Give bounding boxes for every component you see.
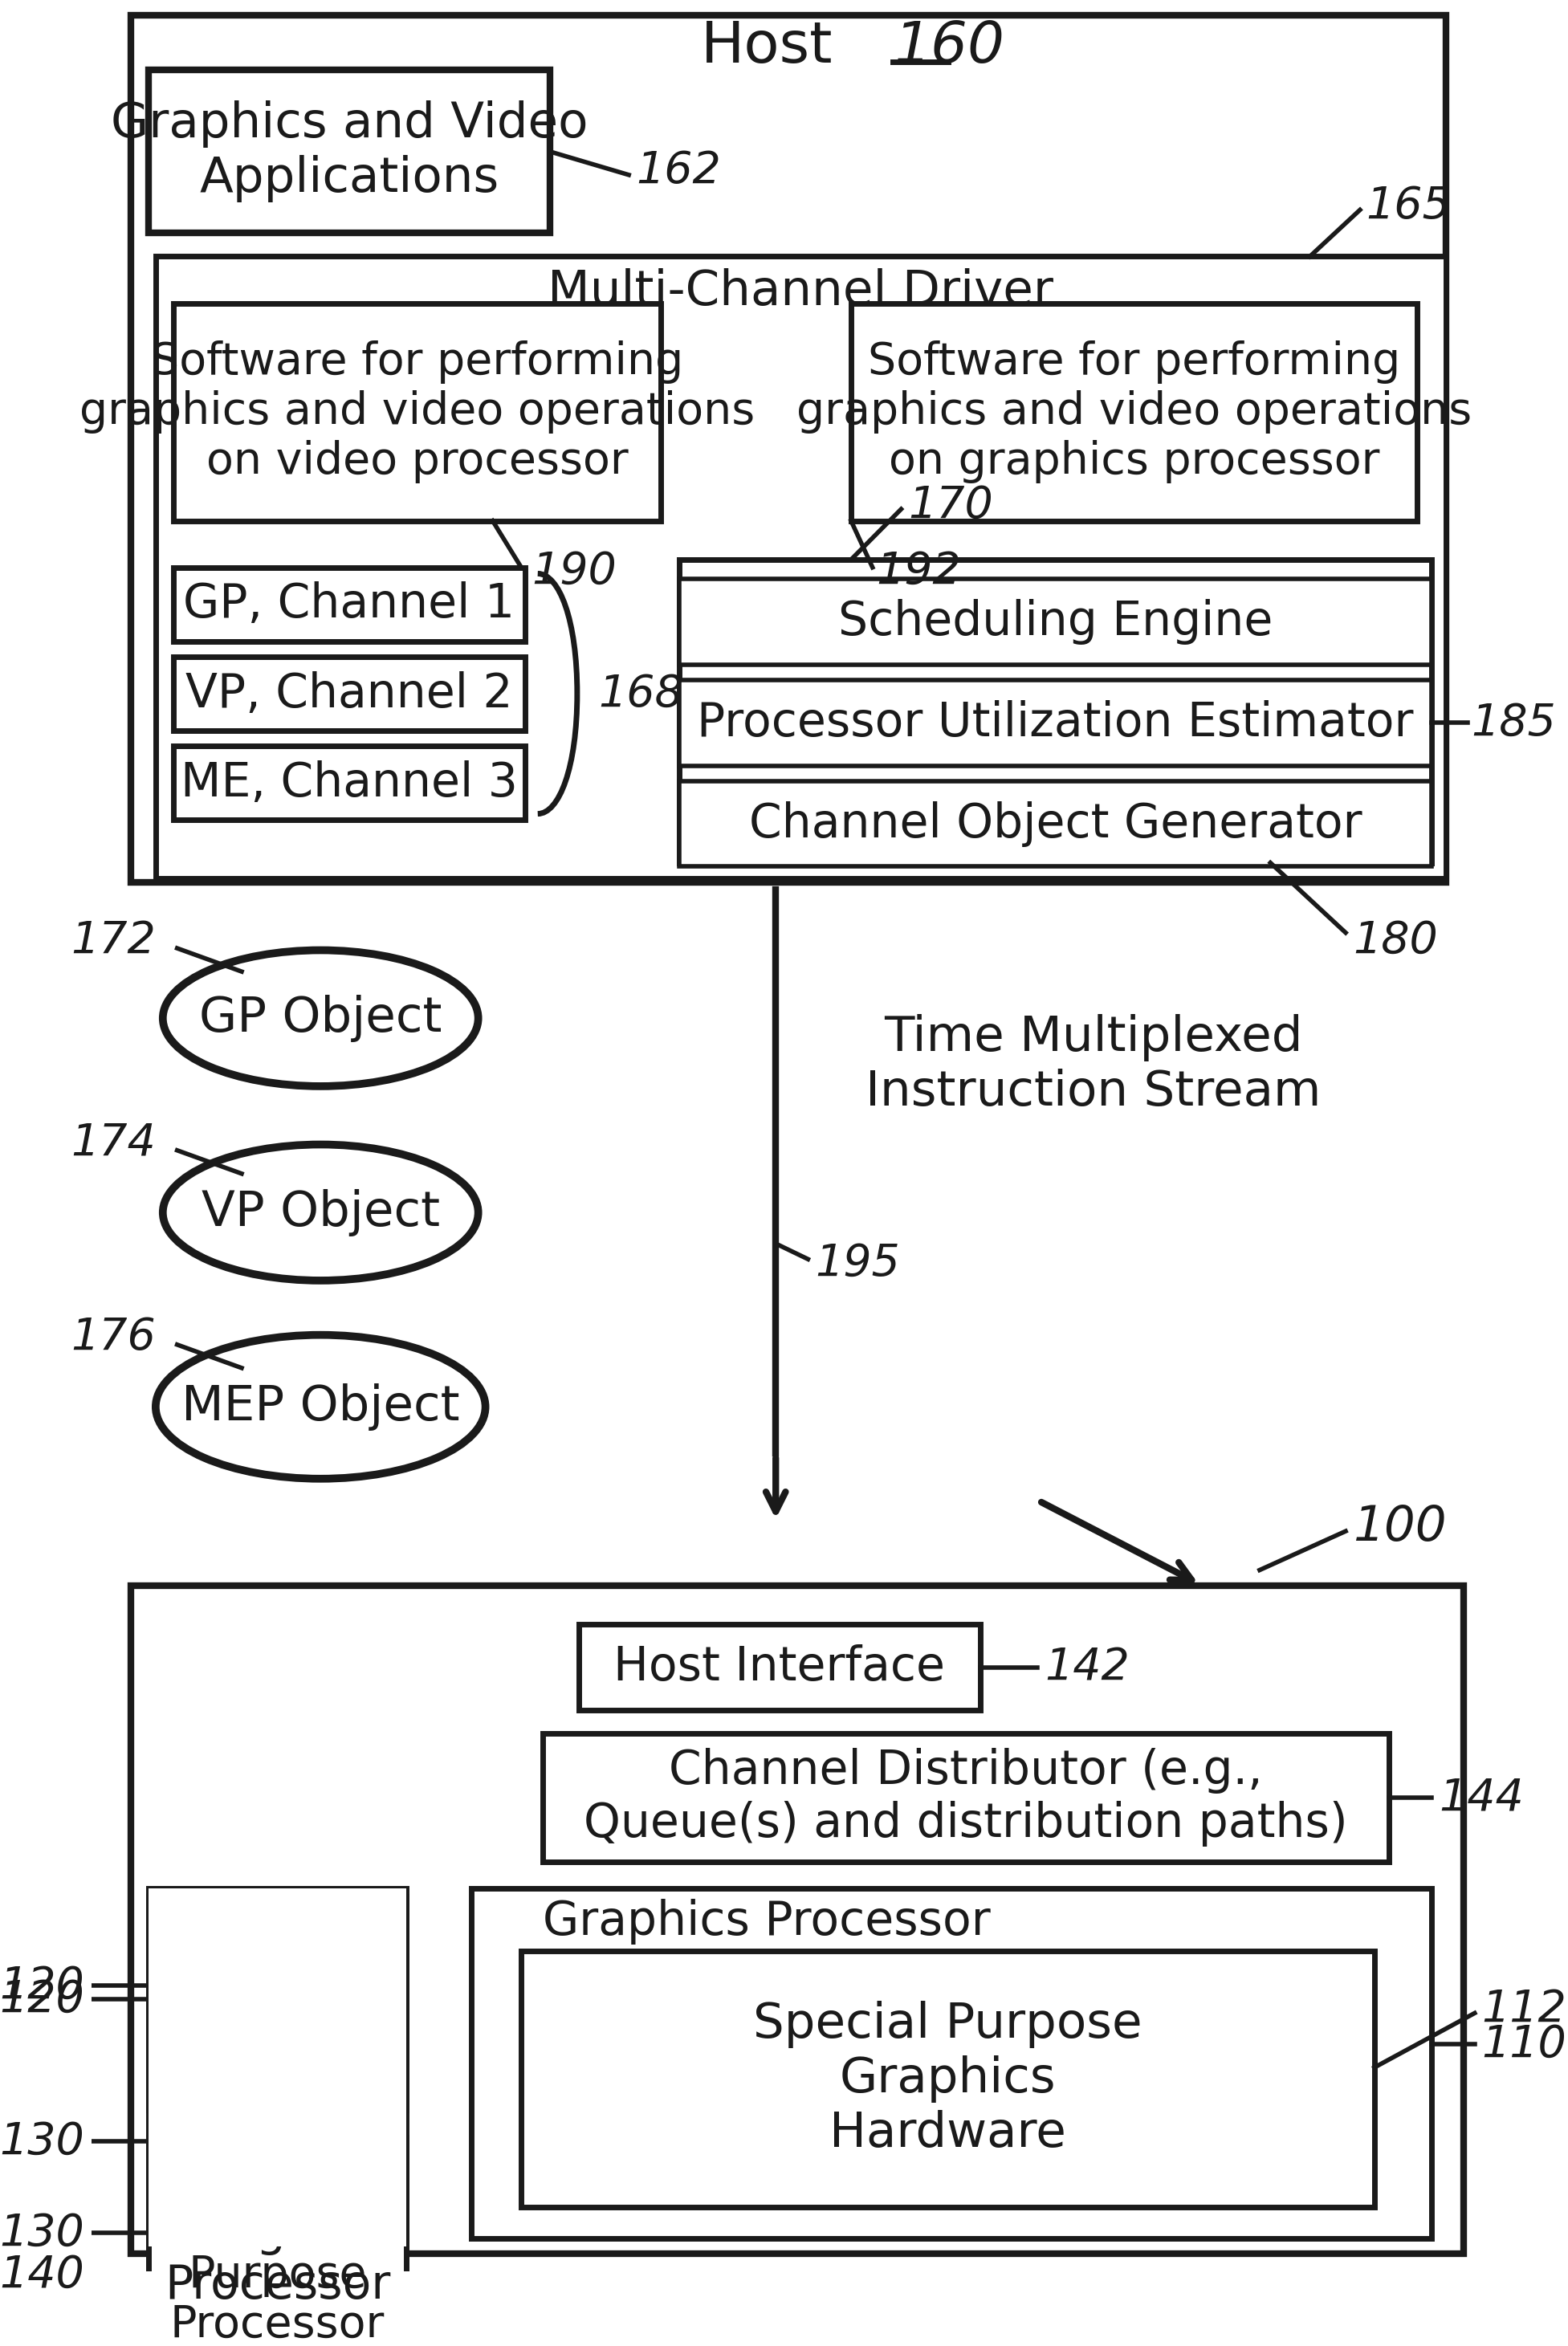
Bar [149,2201,406,2346]
Bar [149,70,550,232]
Text: 180: 180 [1353,920,1438,962]
Text: 172: 172 [71,920,155,962]
Bar [149,2137,406,2327]
Bar [174,657,525,730]
Text: 185: 185 [1471,701,1555,744]
Bar [679,781,1432,866]
Text: Motion
Engine
Processor: Motion Engine Processor [171,2069,384,2212]
Text: Video
Engine
Processor: Video Engine Processor [165,1924,390,2076]
Bar [543,1734,1389,1860]
Text: Host: Host [701,19,833,75]
Text: Multi-Channel Driver: Multi-Channel Driver [547,267,1054,314]
Text: Channel Distributor (e.g.,
Queue(s) and distribution paths): Channel Distributor (e.g., Queue(s) and … [583,1748,1348,1846]
Text: ME, Channel 3: ME, Channel 3 [180,760,517,807]
Bar [679,579,1432,664]
Text: 120: 120 [0,1964,85,2008]
Text: 168: 168 [599,673,684,716]
Text: 195: 195 [815,1241,900,1283]
Text: 176: 176 [71,1316,155,1358]
Bar [149,2060,406,2224]
Text: Host Interface: Host Interface [613,1645,946,1689]
Bar [851,303,1417,521]
Bar [149,1889,406,2245]
Bar [579,1623,980,1710]
Bar [174,568,525,640]
Text: VP, Channel 2: VP, Channel 2 [185,671,513,716]
Text: Graphics and Video
Applications: Graphics and Video Applications [111,101,588,202]
Text: 110: 110 [1482,2022,1566,2064]
Text: Special Purpose
Graphics
Hardware: Special Purpose Graphics Hardware [753,2001,1143,2158]
Text: Software for performing
graphics and video operations
on video processor: Software for performing graphics and vid… [80,340,756,483]
Text: 100: 100 [1353,1504,1446,1551]
Text: GP, Channel 1: GP, Channel 1 [183,582,514,626]
Bar [174,746,525,821]
Text: 142: 142 [1044,1647,1129,1689]
Text: Video
Engine
Processor: Video Engine Processor [171,1914,384,2057]
Text: 160: 160 [894,19,1005,75]
Text: MEP Object: MEP Object [182,1384,459,1431]
Text: Graphics Processor: Graphics Processor [543,1898,991,1945]
Bar [149,1889,406,2111]
Text: 144: 144 [1439,1776,1524,1818]
Text: Scheduling Engine: Scheduling Engine [837,598,1273,645]
Text: 192: 192 [877,549,961,594]
Ellipse shape [163,1145,478,1281]
Bar [679,680,1432,765]
Bar [155,256,1446,877]
Text: 174: 174 [71,1121,155,1164]
Text: 130: 130 [0,2121,85,2163]
Bar [679,561,1432,863]
Text: 190: 190 [532,549,616,594]
Text: 112: 112 [1482,1987,1566,2032]
Text: GP Object: GP Object [199,995,442,1042]
Ellipse shape [155,1335,486,1478]
Text: 170: 170 [908,483,993,526]
Text: General
Purpose
Processor: General Purpose Processor [171,2203,384,2346]
Text: 140: 140 [0,2255,85,2297]
Bar [174,303,662,521]
Text: 165: 165 [1366,185,1450,228]
Text: Channel Object Generator: Channel Object Generator [750,800,1363,847]
Bar [130,16,1446,882]
Text: VP Object: VP Object [201,1189,439,1236]
Bar [521,1952,1374,2208]
Text: Motion
Engine
Processor: Motion Engine Processor [165,2156,390,2308]
Text: Time Multiplexed
Instruction Stream: Time Multiplexed Instruction Stream [866,1013,1320,1117]
Bar [149,1896,406,2076]
Text: Software for performing
graphics and video operations
on graphics processor: Software for performing graphics and vid… [797,340,1472,483]
Text: 130: 130 [0,2212,85,2255]
Bar [130,1586,1465,2255]
Text: 120: 120 [0,1978,85,2020]
Ellipse shape [163,950,478,1086]
Bar [470,1889,1432,2238]
Text: 162: 162 [637,150,721,192]
Text: Processor Utilization Estimator: Processor Utilization Estimator [698,699,1414,746]
